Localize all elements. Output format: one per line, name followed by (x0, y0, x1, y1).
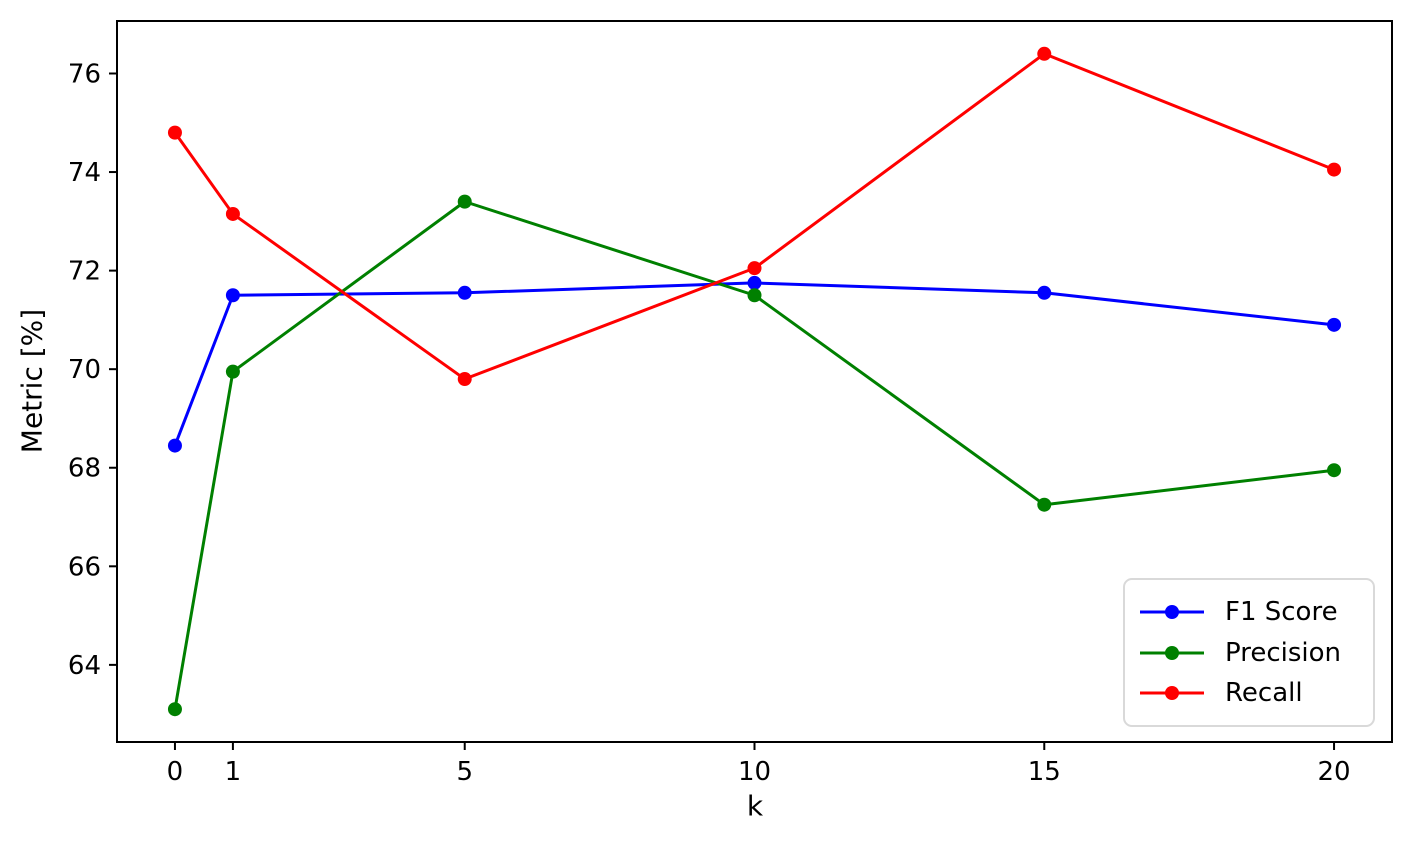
y-tick-label: 74 (68, 158, 101, 188)
data-point-f1-score (167, 438, 182, 453)
data-point-precision (747, 288, 762, 303)
legend-label-precision: Precision (1225, 637, 1342, 668)
data-point-recall (167, 125, 182, 140)
x-tick-label: 15 (1028, 757, 1061, 787)
legend-marker-recall (1165, 686, 1179, 701)
x-tick-label: 10 (738, 757, 771, 787)
data-point-f1-score (1037, 285, 1052, 300)
legend-sample-recall (1140, 686, 1204, 701)
data-point-recall (1327, 162, 1342, 177)
data-point-recall (225, 206, 240, 221)
legend-label-f1-score: F1 Score (1225, 596, 1338, 627)
data-point-precision (225, 364, 240, 379)
y-axis-label: Metric [%] (15, 308, 49, 454)
y-tick-label: 68 (68, 454, 101, 484)
legend-sample-f1-score (1140, 604, 1204, 619)
plot-frame (116, 20, 1393, 743)
data-point-recall (457, 372, 472, 387)
series-line-precision (173, 200, 1336, 711)
data-point-f1-score (457, 285, 472, 300)
x-tick-label: 5 (456, 757, 473, 787)
y-tick-label: 64 (68, 651, 101, 681)
y-tick-label: 76 (68, 59, 101, 89)
data-point-precision (1037, 497, 1052, 512)
x-tick-label: 20 (1317, 757, 1350, 787)
legend-item-f1-score: F1 Score (1137, 599, 1373, 625)
data-point-f1-score (225, 288, 240, 303)
data-point-precision (1327, 463, 1342, 478)
data-point-precision (167, 702, 182, 717)
x-tick-label: 1 (225, 757, 242, 787)
legend-item-precision: Precision (1137, 640, 1373, 666)
series-line-f1-score (173, 281, 1336, 448)
legend-item-recall: Recall (1137, 680, 1373, 706)
legend: F1 Score Precision Recall (1123, 578, 1375, 727)
series-line-recall (173, 52, 1336, 381)
legend-marker-precision (1165, 645, 1179, 660)
legend-label-recall: Recall (1225, 678, 1303, 709)
y-tick-label: 72 (68, 257, 101, 287)
data-point-recall (747, 261, 762, 276)
y-tick-label: 70 (68, 355, 101, 385)
x-axis-label: k (746, 789, 764, 823)
data-point-f1-score (1327, 317, 1342, 332)
x-tick-label: 0 (167, 757, 184, 787)
legend-marker-f1-score (1165, 604, 1179, 619)
legend-sample-precision (1140, 645, 1204, 660)
data-point-precision (457, 194, 472, 209)
y-tick-label: 66 (68, 552, 101, 582)
data-point-f1-score (747, 275, 762, 290)
data-point-recall (1037, 46, 1052, 61)
